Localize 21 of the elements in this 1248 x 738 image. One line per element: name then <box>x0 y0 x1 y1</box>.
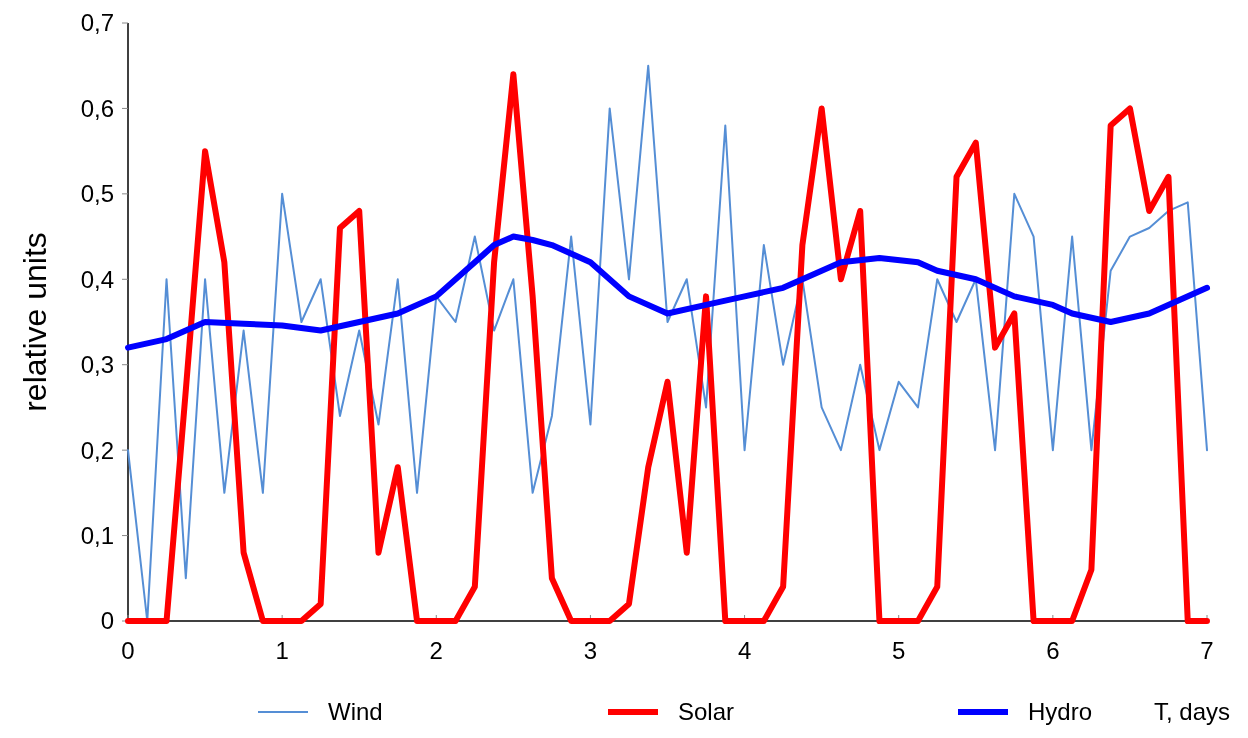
y-tick-label: 0,4 <box>80 265 114 293</box>
y-tick-label: 0,2 <box>80 436 114 464</box>
x-tick-label: 3 <box>583 637 598 664</box>
x-tick-label: 1 <box>275 637 289 664</box>
y-tick-label: 0,6 <box>80 94 114 122</box>
x-tick-label: 6 <box>1046 637 1060 664</box>
x-tick-label: 4 <box>737 637 752 664</box>
y-tick-label: 0,3 <box>80 351 114 379</box>
legend-label: Wind <box>328 698 383 725</box>
y-tick-label: 0,5 <box>80 180 114 208</box>
x-tick-label: 0 <box>121 637 135 664</box>
y-tick-label: 0,7 <box>80 9 114 37</box>
x-axis-title: T, days <box>1153 698 1230 725</box>
x-tick-label: 2 <box>429 637 443 664</box>
x-tick-label: 7 <box>1200 637 1214 664</box>
x-tick-label: 5 <box>892 637 906 664</box>
y-axis-title: relative units <box>17 232 53 412</box>
y-tick-label: 0 <box>100 607 114 635</box>
legend-label: Solar <box>678 698 735 725</box>
legend-label: Hydro <box>1028 698 1093 725</box>
y-tick-label: 0,1 <box>80 521 114 549</box>
